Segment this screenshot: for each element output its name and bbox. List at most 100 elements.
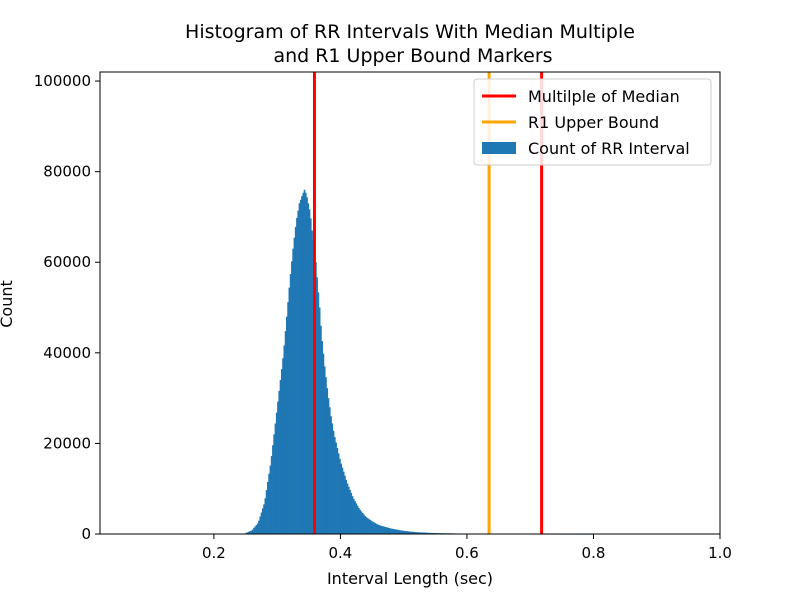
histogram-bar	[402, 530, 404, 534]
histogram-bar	[344, 475, 346, 534]
histogram-bar	[302, 192, 305, 534]
histogram-bar	[423, 532, 426, 534]
histogram-bar	[342, 471, 345, 534]
histogram-bar	[283, 345, 286, 534]
legend: Multilple of Median R1 Upper Bound Count o…	[473, 78, 712, 166]
histogram-bar	[278, 390, 280, 534]
histogram-bar	[431, 532, 434, 534]
histogram-bar	[404, 531, 407, 534]
histogram-bar	[298, 203, 301, 534]
histogram-bar	[310, 218, 312, 534]
legend-swatch-patch	[482, 142, 516, 154]
histogram-bar	[279, 380, 282, 534]
histogram-bar	[385, 527, 388, 534]
histogram-bar	[425, 532, 427, 534]
histogram-bar	[365, 517, 368, 534]
histogram-bar	[359, 509, 361, 534]
histogram-bar	[389, 528, 392, 534]
histogram-bar	[311, 230, 313, 534]
histogram-bar	[327, 398, 330, 534]
histogram-bar	[294, 226, 297, 534]
x-axis-label: Interval Length (sec)	[327, 569, 493, 588]
histogram-bar	[330, 416, 332, 534]
histogram-bar	[348, 486, 350, 534]
histogram-bar	[377, 524, 379, 534]
histogram-bar	[282, 358, 284, 534]
histogram-bar	[331, 423, 334, 534]
y-tick-label: 100000	[34, 72, 91, 90]
histogram-bar	[346, 483, 349, 534]
plot-area: 0.2 0.4 0.6 0.8 1.0 0 20000 40000 60000 80000 1000…	[34, 71, 732, 562]
legend-box	[473, 78, 712, 166]
histogram-bar	[398, 530, 401, 534]
x-tick-label: 0.2	[202, 544, 226, 562]
histogram-bar	[317, 292, 320, 534]
histogram-bar	[383, 526, 385, 534]
histogram-bar	[246, 532, 249, 534]
histogram-bar	[380, 525, 383, 534]
histogram-bar	[403, 530, 406, 534]
histogram-bar	[245, 532, 248, 534]
histogram-bar	[249, 531, 251, 534]
histogram-bar	[394, 529, 397, 534]
histogram-bar	[366, 518, 369, 534]
histogram-bar	[326, 388, 329, 534]
histogram-bar	[323, 366, 326, 534]
histogram-bar	[430, 532, 432, 534]
histogram-bar	[250, 530, 253, 534]
y-tick-label: 40000	[43, 344, 91, 362]
histogram-bars	[245, 189, 594, 535]
histogram-bar	[277, 401, 279, 534]
histogram-bar	[354, 501, 356, 534]
histogram-bar	[420, 532, 422, 534]
histogram-bar	[384, 526, 387, 534]
histogram-bar	[289, 274, 292, 534]
histogram-bar	[259, 516, 261, 534]
histogram-bar	[396, 529, 398, 534]
histogram-bar	[251, 529, 254, 534]
x-tick-label: 0.6	[455, 544, 479, 562]
histogram-bar	[397, 529, 399, 534]
histogram-bar	[421, 532, 423, 534]
histogram-bar	[388, 528, 391, 534]
histogram-bar	[341, 467, 344, 534]
histogram-bar	[296, 217, 298, 534]
histogram-bar	[413, 531, 416, 534]
histogram-bar	[416, 532, 418, 534]
histogram-bar	[408, 531, 411, 534]
histogram-bar	[269, 465, 272, 534]
histogram-bar	[345, 479, 348, 534]
histogram-bar	[297, 210, 299, 534]
histogram-bar	[364, 516, 367, 534]
histogram-bar	[375, 523, 378, 534]
histogram-bar	[382, 526, 384, 534]
histogram-bar	[393, 529, 396, 534]
histogram-bar	[339, 458, 341, 534]
chart-title-line-2: and R1 Upper Bound Markers	[273, 45, 552, 67]
y-axis-label: Count	[0, 280, 16, 328]
histogram-bar	[369, 519, 372, 534]
plot-frame	[99, 71, 721, 535]
histogram-bar	[407, 531, 410, 534]
histogram-bar	[273, 434, 275, 534]
histogram-bar	[361, 512, 364, 534]
histogram-bar	[255, 524, 258, 534]
histogram-bar	[286, 316, 288, 534]
histogram-bar	[291, 261, 293, 534]
histogram-bar	[399, 530, 402, 534]
histogram-bar	[264, 498, 267, 534]
histogram-bar	[417, 532, 420, 534]
histogram-bar	[401, 530, 403, 534]
histogram-bar	[373, 522, 375, 534]
histogram-bar	[274, 423, 277, 534]
histogram-bar	[253, 528, 255, 534]
histogram-bar	[265, 490, 268, 534]
histogram-bar	[322, 353, 325, 534]
histogram-bar	[368, 519, 370, 534]
histogram-bar	[261, 508, 264, 534]
histogram-bar	[360, 511, 363, 534]
histogram-bar	[391, 528, 393, 534]
histogram-bar	[406, 531, 408, 534]
x-tick-label: 1.0	[708, 544, 732, 562]
histogram-bar	[268, 473, 270, 534]
